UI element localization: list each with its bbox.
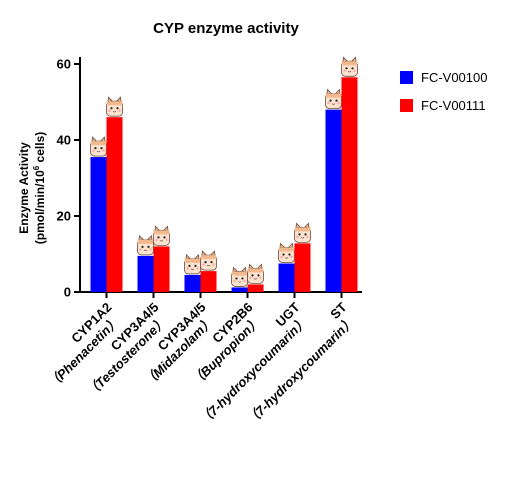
- bar-0-0: [90, 157, 107, 292]
- bar-1-4: [294, 243, 311, 292]
- legend-swatch-1: [400, 99, 413, 112]
- bar-1-1: [153, 246, 170, 292]
- cat-face-icon: [325, 89, 342, 110]
- plot-area: 0204060CYP1A2（Phenacetin）CYP3A4/5（Testos…: [45, 57, 362, 428]
- cat-face-icon: [231, 266, 248, 287]
- y-axis-label-line2: (pmol/min/106 cells): [32, 132, 47, 245]
- bar-0-4: [278, 263, 295, 292]
- y-tick-label-0: 0: [64, 285, 71, 300]
- bar-1-2: [200, 271, 217, 292]
- bar-1-5: [341, 77, 358, 292]
- cat-face-icon: [153, 225, 170, 246]
- y-axis-label-line2-suffix: cells): [33, 132, 47, 166]
- bar-1-3: [247, 284, 264, 292]
- y-tick-label-1: 20: [57, 209, 71, 224]
- legend-label-0: FC-V00100: [421, 70, 487, 85]
- cat-face-icon: [137, 235, 154, 256]
- cat-face-icon: [341, 56, 358, 77]
- bar-0-2: [184, 274, 201, 292]
- y-axis-label-line1: Enzyme Activity: [17, 142, 31, 234]
- y-axis-label: Enzyme Activity (pmol/min/106 cells): [17, 132, 47, 245]
- bar-0-3: [231, 287, 248, 292]
- legend: FC-V00100 FC-V00111: [400, 70, 487, 113]
- bar-1-0: [106, 117, 123, 292]
- cat-face-icon: [200, 250, 217, 271]
- legend-swatch-0: [400, 71, 413, 84]
- y-axis-label-line2-prefix: (pmol/min/10: [33, 170, 47, 244]
- cat-face-icon: [278, 243, 295, 263]
- cat-face-icon: [90, 136, 107, 157]
- legend-label-1: FC-V00111: [421, 98, 486, 113]
- cat-face-icon: [106, 96, 123, 117]
- bar-0-1: [137, 255, 154, 292]
- cat-face-icon: [184, 254, 201, 275]
- y-tick-label-2: 40: [57, 133, 71, 148]
- y-tick-label-3: 60: [57, 57, 71, 72]
- bar-0-5: [325, 109, 342, 292]
- y-axis-label-line2-sup: 6: [32, 165, 41, 170]
- chart-title: CYP enzyme activity: [153, 20, 299, 37]
- cat-face-icon: [247, 263, 264, 284]
- cat-face-icon: [294, 222, 311, 243]
